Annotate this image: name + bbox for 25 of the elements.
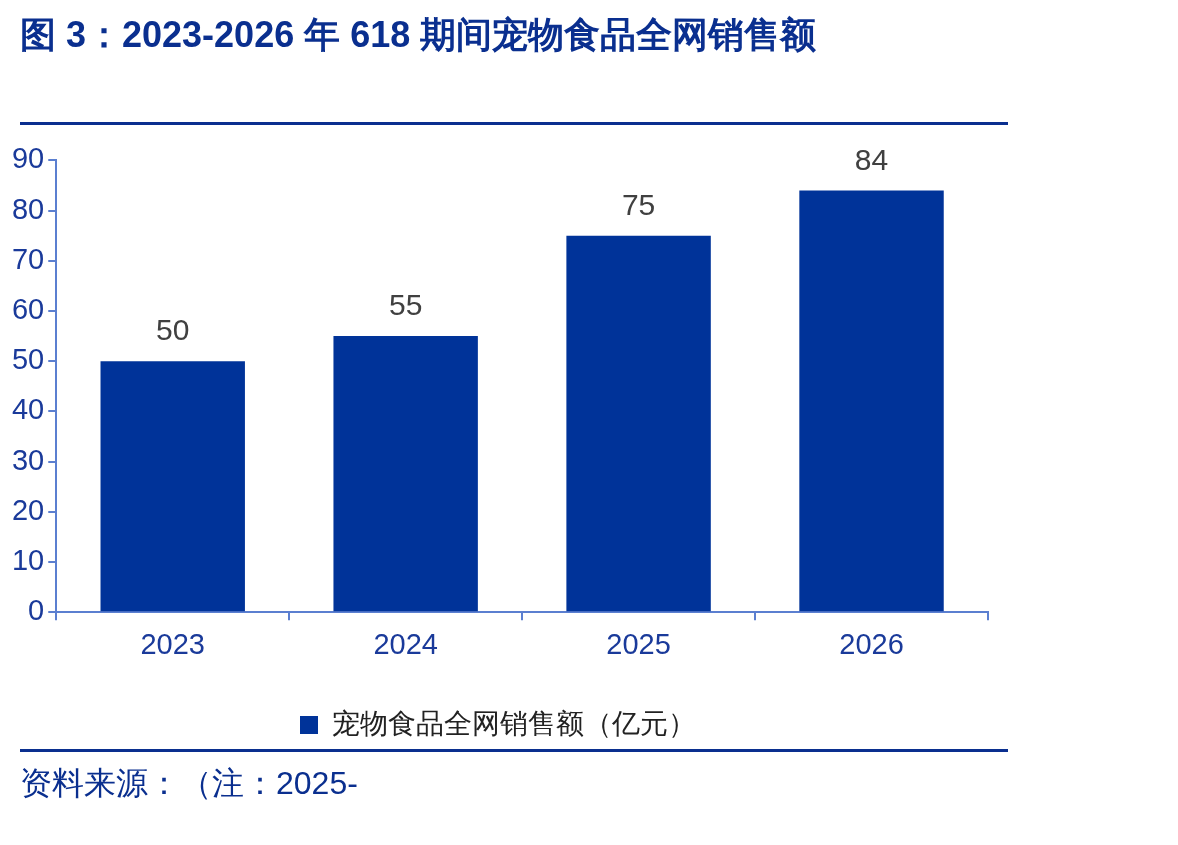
y-tick-label: 60 [11, 293, 45, 325]
bar [566, 235, 711, 612]
y-tick-label: 80 [11, 192, 45, 225]
chart-title: 图 3：2023-2026 年 618 期间宠物食品全网销售额 [19, 13, 818, 57]
bar [799, 190, 944, 612]
x-tick-label: 2023 [140, 627, 205, 660]
y-tick-label: 70 [11, 242, 45, 275]
y-tick-label: 10 [11, 544, 45, 576]
data-label: 50 [156, 313, 190, 347]
x-tick-label: 2026 [839, 627, 904, 660]
legend-label: 宠物食品全网销售额（亿元） [332, 707, 696, 739]
y-tick-label: 20 [11, 493, 45, 526]
data-label: 84 [854, 142, 889, 176]
bar [333, 336, 478, 612]
y-tick-label: 90 [11, 142, 45, 175]
y-tick-label: 0 [28, 594, 45, 627]
x-tick-label: 2025 [606, 627, 671, 660]
y-tick-label: 40 [11, 393, 45, 426]
bar [100, 361, 245, 612]
y-tick-label: 50 [11, 343, 45, 376]
data-label: 75 [621, 187, 656, 221]
text: 资料来源：（注：2025- [19, 764, 359, 803]
data-label: 55 [388, 288, 423, 322]
x-tick-label: 2024 [373, 627, 438, 660]
y-tick-label: 30 [11, 443, 45, 476]
